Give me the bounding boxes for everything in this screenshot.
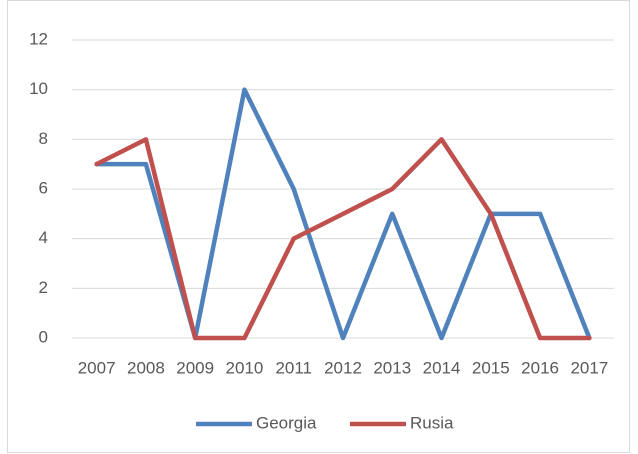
legend-label: Rusia [410,413,454,432]
y-tick-label: 6 [39,178,48,197]
x-tick-label: 2014 [423,358,461,377]
y-tick-label: 8 [39,129,48,148]
x-tick-label: 2009 [176,358,214,377]
x-tick-label: 2015 [472,358,510,377]
x-tick-label: 2016 [521,358,559,377]
x-tick-label: 2011 [275,358,312,377]
x-tick-label: 2008 [127,358,165,377]
y-tick-label: 2 [39,278,48,297]
x-tick-label: 2017 [570,358,608,377]
y-tick-label: 0 [39,327,48,346]
series-line [94,137,592,341]
x-tick-label: 2013 [373,358,411,377]
x-tick-label: 2007 [78,358,116,377]
x-tick-label: 2012 [324,358,362,377]
legend-label: Georgia [256,413,317,432]
y-tick-label: 12 [29,29,48,48]
y-tick-label: 4 [39,228,48,247]
x-tick-label: 2010 [226,358,264,377]
y-tick-label: 10 [29,79,48,98]
